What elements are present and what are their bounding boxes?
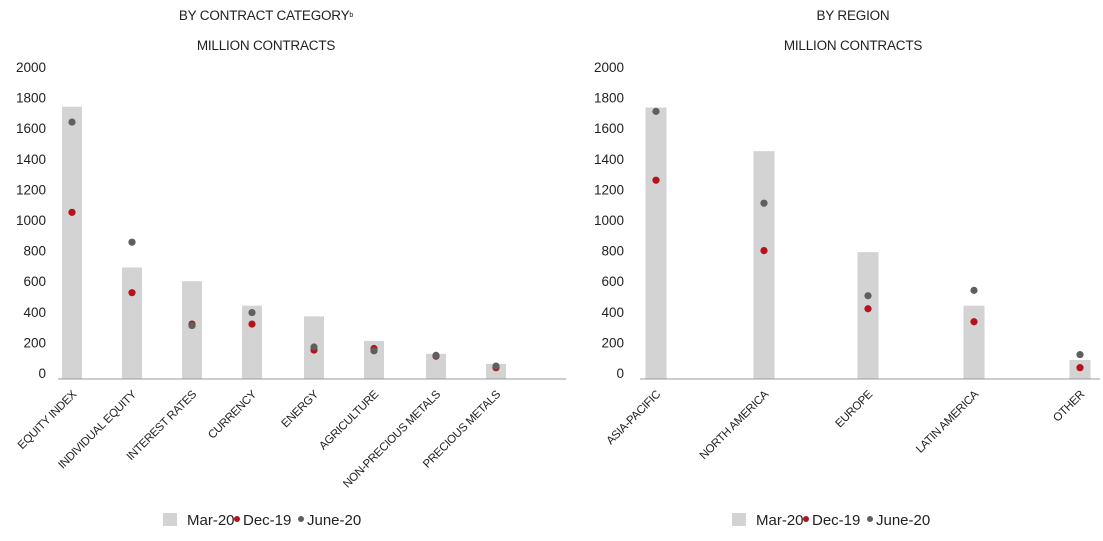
x-category-label: EQUITY INDEX	[16, 388, 80, 452]
legend-label-mar20: Mar-20	[187, 512, 235, 529]
bar-mar20	[242, 305, 262, 379]
y-tick-label: 400	[23, 305, 46, 320]
y-tick-label: 2000	[16, 60, 46, 75]
bar-mar20	[753, 151, 775, 379]
y-tick-label: 2000	[594, 60, 624, 75]
dot-june20	[188, 321, 196, 330]
x-category-label: EUROPE	[834, 388, 876, 430]
legend-label-june20: June-20	[876, 512, 930, 529]
x-category-label: LATIN AMERICA	[914, 388, 981, 455]
y-tick-label: 1400	[16, 152, 46, 167]
chart-title: BY CONTRACT CATEGORYb	[179, 8, 354, 23]
dot-dec19	[864, 305, 872, 313]
chart-subtitle: MILLION CONTRACTS	[197, 38, 336, 53]
y-tick-label: 0	[616, 366, 624, 381]
legend-label-dec19: Dec-19	[812, 512, 860, 529]
dot-june20	[492, 362, 500, 370]
legend-swatch-mar20	[163, 513, 177, 526]
dot-june20	[128, 238, 136, 246]
x-category-label: OTHER	[1051, 389, 1087, 425]
dot-june20	[370, 347, 378, 355]
title-footnote-marker: b	[349, 12, 353, 19]
bar-mar20	[486, 363, 506, 379]
y-tick-label: 1000	[594, 213, 624, 228]
y-tick-label: 1200	[16, 182, 46, 197]
x-category-label: NORTH AMERICA	[698, 388, 772, 462]
dot-dec19	[68, 208, 76, 216]
bar-mar20	[62, 106, 82, 379]
chart-title-text: BY REGION	[817, 8, 890, 23]
legend-label-june20: June-20	[307, 512, 361, 529]
y-tick-label: 600	[23, 274, 46, 289]
dot-dec19	[970, 318, 978, 326]
legend: Mar-20 Dec-19 June-20	[732, 512, 930, 529]
legend-label-dec19: Dec-19	[243, 512, 291, 529]
y-tick-label: 200	[601, 335, 624, 350]
dot-june20	[432, 351, 440, 360]
y-tick-label: 800	[601, 244, 624, 259]
dot-june20	[68, 118, 76, 126]
bar-mar20	[857, 252, 879, 379]
dot-june20	[1076, 351, 1084, 359]
y-tick-label: 1200	[594, 182, 624, 197]
legend-dot-june20	[867, 516, 873, 522]
y-tick-label: 400	[601, 305, 624, 320]
y-tick-label: 1400	[594, 152, 624, 167]
chart-panel-1: BY CONTRACT CATEGORYb MILLION CONTRACTS 0 2…	[16, 8, 566, 529]
legend-dot-june20	[298, 516, 304, 522]
dot-dec19	[128, 289, 136, 297]
dot-dec19	[652, 176, 660, 184]
y-tick-label: 200	[23, 335, 46, 350]
legend-swatch-mar20	[732, 513, 746, 526]
legend-dot-dec19	[803, 516, 809, 522]
bar-mar20	[182, 281, 202, 379]
y-tick-label: 1600	[16, 121, 46, 136]
x-category-label: AGRICULTURE	[317, 388, 381, 452]
y-tick-label: 0	[38, 366, 46, 381]
dot-june20	[652, 107, 660, 115]
legend: Mar-20 Dec-19 June-20	[163, 512, 361, 529]
x-category-label: ASIA-PACIFIC	[604, 389, 663, 448]
dot-june20	[970, 286, 978, 294]
legend-label-mar20: Mar-20	[756, 512, 804, 529]
chart-subtitle: MILLION CONTRACTS	[784, 38, 923, 53]
x-category-label: ENERGY	[280, 388, 322, 430]
bar-mar20	[645, 107, 667, 380]
dot-dec19	[760, 247, 768, 255]
dot-dec19	[1076, 364, 1084, 372]
y-tick-label: 1800	[16, 91, 46, 106]
dot-june20	[760, 199, 768, 207]
y-tick-label: 1000	[16, 213, 46, 228]
chart-title-text: BY CONTRACT CATEGORY	[179, 8, 350, 23]
y-tick-label: 800	[23, 244, 46, 259]
y-tick-label: 1800	[594, 91, 624, 106]
dot-june20	[248, 308, 256, 317]
x-category-label: CURRENCY	[206, 388, 259, 441]
bar-mar20	[364, 340, 384, 379]
dot-june20	[310, 343, 318, 351]
bar-mar20	[426, 353, 446, 379]
dot-june20	[864, 292, 872, 300]
y-tick-label: 600	[601, 274, 624, 289]
bar-mar20	[122, 267, 142, 379]
chart-title: BY REGION	[817, 8, 890, 23]
y-tick-label: 1600	[594, 121, 624, 136]
dot-dec19	[248, 320, 256, 328]
legend-dot-dec19	[234, 516, 240, 522]
bar-mar20	[963, 305, 985, 379]
chart-panel-2: BY REGION MILLION CONTRACTS 0 200 400 600 800 1…	[594, 8, 1100, 529]
